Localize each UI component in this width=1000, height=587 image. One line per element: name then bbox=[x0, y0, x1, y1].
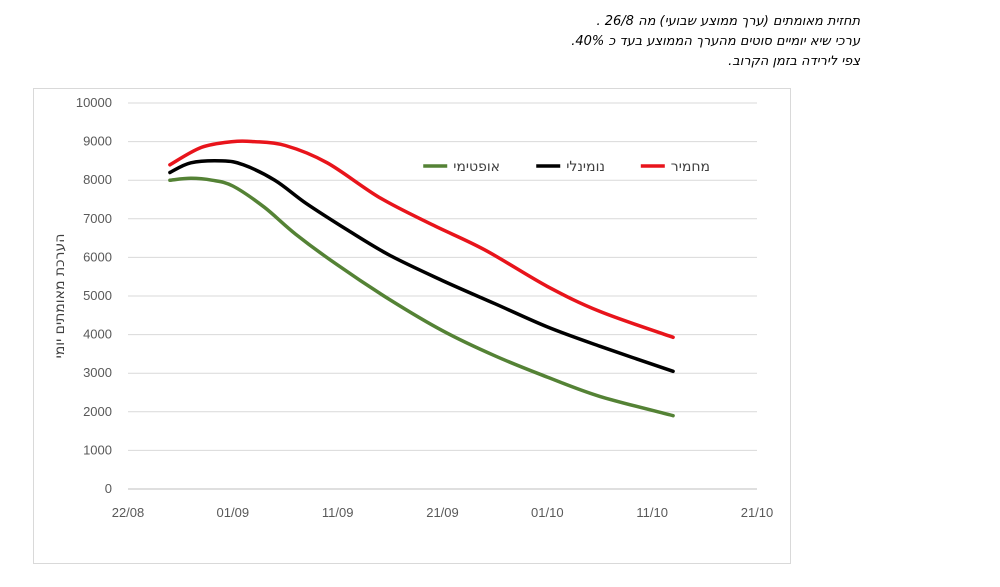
gridlines bbox=[128, 102, 757, 490]
y-tick-label: 10000 bbox=[76, 95, 112, 110]
x-tick-label: 21/09 bbox=[426, 505, 459, 520]
x-tick-label: 21/10 bbox=[741, 505, 774, 520]
x-tick-label: 11/09 bbox=[322, 505, 354, 520]
y-tick-label: 9000 bbox=[83, 134, 112, 149]
series-line-0 bbox=[168, 139, 675, 340]
series-line-2 bbox=[168, 176, 675, 418]
y-tick-label: 3000 bbox=[83, 365, 112, 380]
series-line-1 bbox=[168, 159, 675, 374]
y-tick-label: 1000 bbox=[83, 442, 112, 457]
chart-caption: תחזית מאומתים (ערך ממוצע שבועי) מה 26/8 … bbox=[571, 12, 860, 72]
caption-line-2: ערכי שיא יומיים סוטים מהערך הממוצע בעד כ… bbox=[571, 34, 860, 49]
legend-label: אופטימי bbox=[453, 159, 500, 175]
y-tick-label: 0 bbox=[105, 481, 112, 496]
y-tick-label: 2000 bbox=[83, 404, 112, 419]
x-tick-label: 11/10 bbox=[636, 505, 668, 520]
caption-line-3: צפי לירידה בזמן הקרוב. bbox=[728, 54, 860, 69]
chart-area bbox=[33, 88, 791, 564]
x-tick-label: 01/10 bbox=[531, 505, 564, 520]
x-tick-label: 22/08 bbox=[112, 505, 145, 520]
x-axis-ticks: 22/08 01/09 11/09 21/09 01/10 11/10 21/10 bbox=[112, 505, 774, 520]
legend: מחמיר נומינלי אופטימי bbox=[423, 159, 710, 175]
y-tick-label: 7000 bbox=[83, 211, 112, 226]
legend-label: נומינלי bbox=[566, 159, 605, 175]
y-axis-ticks: 0 1000 2000 3000 4000 5000 6000 7000 8000 9000 100… bbox=[76, 95, 112, 496]
series-lines bbox=[168, 139, 675, 418]
y-tick-label: 8000 bbox=[83, 172, 112, 187]
x-tick-label: 01/09 bbox=[217, 505, 250, 520]
caption-line-1: תחזית מאומתים (ערך ממוצע שבועי) מה 26/8 … bbox=[596, 14, 860, 29]
y-tick-label: 4000 bbox=[83, 327, 112, 342]
y-tick-label: 6000 bbox=[83, 249, 112, 264]
y-axis-label: הערכת מאומתים יומי bbox=[52, 234, 68, 359]
y-tick-label: 5000 bbox=[83, 288, 112, 303]
legend-label: מחמיר bbox=[671, 159, 710, 175]
